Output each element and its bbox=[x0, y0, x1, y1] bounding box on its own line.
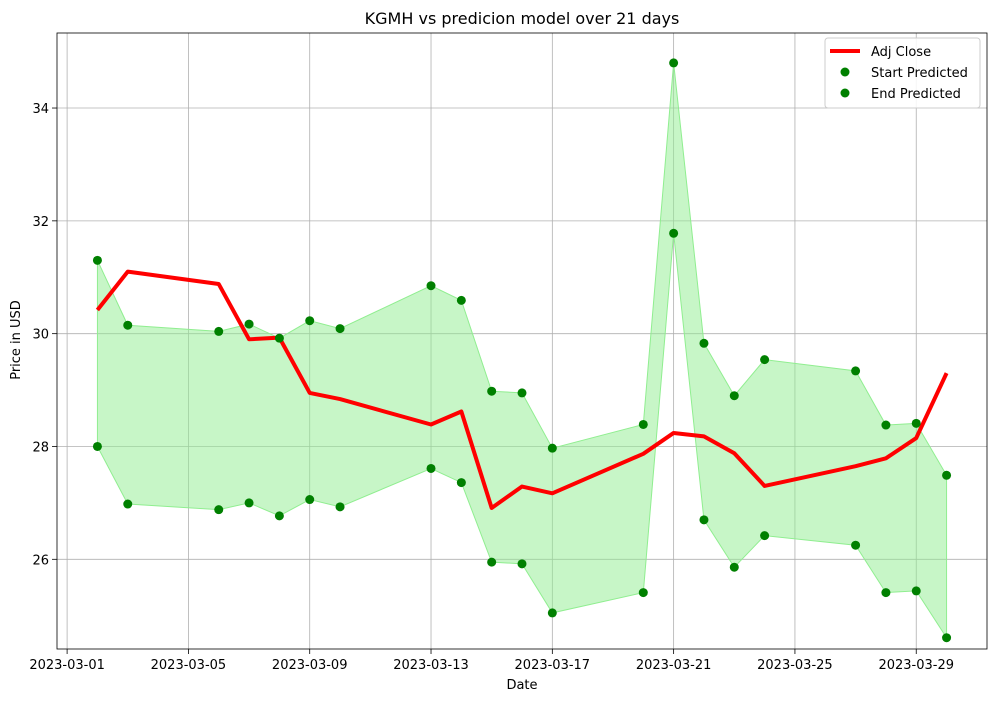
start-predicted-point bbox=[729, 391, 739, 401]
start-predicted-point bbox=[214, 326, 224, 336]
legend-box bbox=[824, 37, 981, 109]
end-predicted-point bbox=[487, 557, 497, 567]
start-predicted-point bbox=[638, 419, 648, 429]
start-predicted-point bbox=[92, 255, 102, 265]
predicted-markers bbox=[92, 58, 952, 643]
end-predicted-point bbox=[335, 502, 345, 512]
y-tick-label: 30 bbox=[32, 328, 49, 343]
end-predicted-point bbox=[547, 608, 557, 618]
start-predicted-point bbox=[305, 316, 315, 326]
end-predicted-point bbox=[274, 511, 284, 521]
x-axis-title: Date bbox=[506, 678, 537, 693]
end-predicted-point bbox=[851, 540, 861, 550]
start-predicted-point bbox=[699, 338, 709, 348]
start-predicted-point bbox=[547, 443, 557, 453]
legend-start-predicted-label: Start Predicted bbox=[871, 66, 968, 81]
end-predicted-point bbox=[911, 586, 921, 596]
start-predicted-point bbox=[335, 324, 345, 334]
chart-title: KGMH vs predicion model over 21 days bbox=[365, 9, 680, 28]
start-predicted-point bbox=[942, 470, 952, 480]
x-tick-label: 2023-03-17 bbox=[515, 658, 591, 673]
x-tick-label: 2023-03-01 bbox=[29, 658, 105, 673]
end-predicted-point bbox=[669, 228, 679, 238]
axis-ticks: 2023-03-01 2023-03-05 2023-03-09 2023-03-13… bbox=[29, 102, 954, 673]
end-predicted-point bbox=[638, 588, 648, 598]
end-predicted-point bbox=[92, 441, 102, 451]
y-axis-title: Price in USD bbox=[9, 300, 24, 380]
start-predicted-point bbox=[881, 420, 891, 430]
end-predicted-point bbox=[426, 463, 436, 473]
start-predicted-point bbox=[760, 355, 770, 365]
end-predicted-point bbox=[214, 505, 224, 515]
start-predicted-point bbox=[244, 319, 254, 329]
end-predicted-point bbox=[517, 559, 527, 569]
legend-start-predicted-swatch bbox=[840, 67, 850, 77]
x-tick-label: 2023-03-09 bbox=[272, 658, 348, 673]
x-tick-label: 2023-03-05 bbox=[151, 658, 227, 673]
x-tick-label: 2023-03-25 bbox=[757, 658, 833, 673]
x-tick-label: 2023-03-29 bbox=[878, 658, 954, 673]
x-tick-label: 2023-03-21 bbox=[636, 658, 712, 673]
end-predicted-point bbox=[942, 633, 952, 643]
start-predicted-point bbox=[669, 58, 679, 68]
end-predicted-point bbox=[456, 478, 466, 488]
legend-end-predicted-swatch bbox=[840, 88, 850, 98]
y-tick-label: 34 bbox=[32, 102, 49, 117]
start-predicted-point bbox=[123, 320, 133, 330]
end-predicted-point bbox=[699, 515, 709, 525]
legend-adj-close-label: Adj Close bbox=[871, 45, 931, 60]
start-predicted-point bbox=[274, 333, 284, 343]
x-tick-label: 2023-03-13 bbox=[393, 658, 469, 673]
prediction-band bbox=[96, 62, 948, 640]
start-predicted-point bbox=[911, 418, 921, 428]
end-predicted-point bbox=[244, 498, 254, 508]
start-predicted-point bbox=[851, 366, 861, 376]
prediction-band-area bbox=[96, 62, 948, 640]
plot-frame bbox=[56, 32, 988, 650]
adj-close-series bbox=[95, 269, 949, 510]
start-predicted-point bbox=[487, 386, 497, 396]
adj-close-line bbox=[95, 269, 949, 510]
start-predicted-point bbox=[426, 281, 436, 291]
end-predicted-point bbox=[729, 562, 739, 572]
y-tick-label: 32 bbox=[32, 215, 49, 230]
start-predicted-point bbox=[456, 295, 466, 305]
y-tick-label: 26 bbox=[32, 553, 49, 568]
legend: Adj Close Start Predicted End Predicted bbox=[824, 37, 981, 109]
legend-end-predicted-label: End Predicted bbox=[871, 87, 961, 102]
end-predicted-point bbox=[305, 495, 315, 505]
y-tick-label: 28 bbox=[32, 440, 49, 455]
start-predicted-point bbox=[517, 388, 527, 398]
end-predicted-point bbox=[123, 499, 133, 509]
end-predicted-point bbox=[881, 588, 891, 598]
end-predicted-point bbox=[760, 531, 770, 541]
